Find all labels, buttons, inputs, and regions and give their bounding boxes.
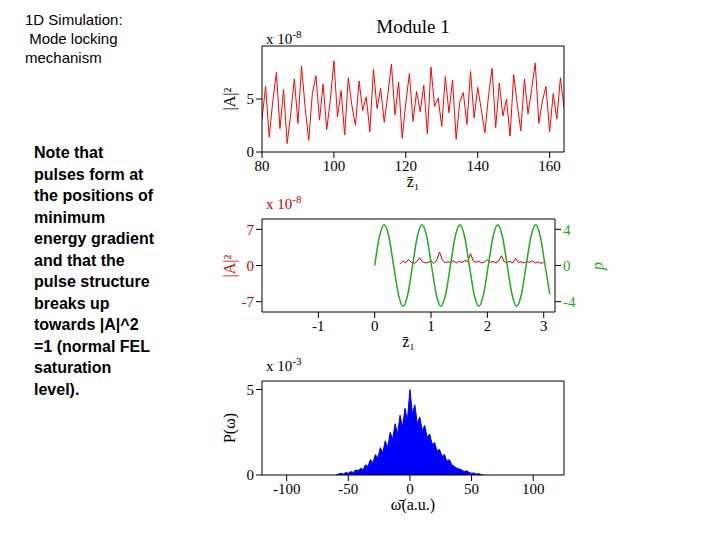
svg-text:160: 160 bbox=[538, 158, 561, 172]
svg-text:7: 7 bbox=[247, 222, 255, 238]
svg-text:5: 5 bbox=[247, 91, 255, 107]
svg-text:-50: -50 bbox=[338, 481, 358, 495]
svg-text:50: 50 bbox=[464, 481, 479, 495]
html-text:level).: level). bbox=[34, 380, 80, 398]
html-text:energy gradient: energy gradient bbox=[34, 230, 154, 247]
html-text:x 10-8: x 10-8 bbox=[266, 193, 302, 212]
html-text:Module 1: Module 1 bbox=[376, 16, 450, 37]
html-text:1D Simulation:: 1D Simulation: bbox=[25, 11, 123, 28]
svg-text:0: 0 bbox=[247, 144, 255, 160]
html-text:Note that: Note that bbox=[34, 144, 104, 161]
svg-text:100: 100 bbox=[323, 158, 346, 172]
svg-text:120: 120 bbox=[395, 158, 418, 172]
svg-text:80: 80 bbox=[255, 158, 270, 172]
html-text:mechanism: mechanism bbox=[25, 49, 102, 66]
svg-text:3: 3 bbox=[540, 318, 548, 332]
html-text:minimum: minimum bbox=[34, 208, 106, 226]
svg-text:100: 100 bbox=[522, 481, 545, 495]
svg-text:0: 0 bbox=[247, 258, 255, 274]
svg-text:-7: -7 bbox=[242, 294, 255, 310]
html-text:|A|²: |A|² bbox=[221, 254, 238, 277]
html-text:the positions of: the positions of bbox=[34, 187, 154, 204]
html-text:p: p bbox=[589, 261, 606, 270]
svg-text:1: 1 bbox=[427, 318, 435, 332]
html-text:and that the: and that the bbox=[34, 251, 125, 269]
svg-text:2: 2 bbox=[484, 318, 492, 332]
svg-text:4: 4 bbox=[563, 222, 571, 238]
svg-text:5: 5 bbox=[247, 382, 255, 398]
html-text:x 10-3: x 10-3 bbox=[266, 355, 302, 374]
svg-text:0: 0 bbox=[406, 481, 414, 495]
html-text:Mode locking: Mode locking bbox=[25, 30, 118, 47]
html-text:saturation: saturation bbox=[34, 359, 112, 376]
svg-text:0: 0 bbox=[247, 467, 255, 483]
svg-text:-4: -4 bbox=[563, 294, 576, 310]
html-text:z̄₁: z̄₁ bbox=[402, 333, 415, 350]
html-text:pulse structure: pulse structure bbox=[34, 273, 150, 290]
svg-text:0: 0 bbox=[371, 318, 379, 332]
html-text:P(ω): P(ω) bbox=[221, 413, 238, 443]
html-text:=1 (normal FEL: =1 (normal FEL bbox=[34, 337, 150, 355]
html-text:z̄₁: z̄₁ bbox=[406, 173, 420, 190]
html-text:pulses form at: pulses form at bbox=[34, 165, 144, 183]
svg-text:-1: -1 bbox=[312, 318, 325, 332]
html-text:breaks up: breaks up bbox=[34, 294, 110, 312]
html-text:towards |A|^2: towards |A|^2 bbox=[34, 316, 139, 333]
svg-text:0: 0 bbox=[563, 258, 571, 274]
svg-text:140: 140 bbox=[466, 158, 489, 172]
html-text:ω̄(a.u.): ω̄(a.u.) bbox=[390, 496, 436, 513]
html-text:|A|²: |A|² bbox=[221, 87, 238, 111]
html-text:x 10-8: x 10-8 bbox=[266, 28, 302, 47]
svg-text:-100: -100 bbox=[273, 481, 301, 495]
